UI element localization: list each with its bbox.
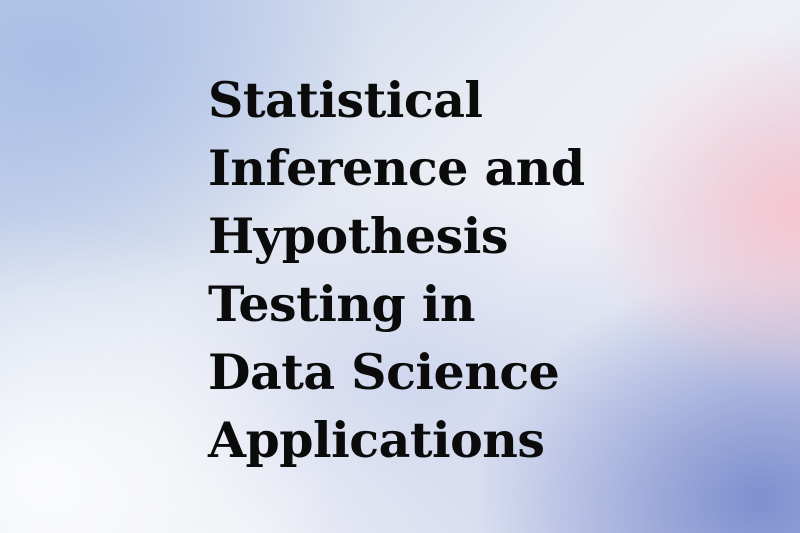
cover-title: Statistical Inference and Hypothesis Tes…: [208, 66, 585, 474]
title-line-6: Applications: [208, 411, 545, 469]
title-line-4: Testing in: [208, 275, 476, 333]
title-line-3: Hypothesis: [208, 207, 508, 265]
title-line-1: Statistical: [208, 71, 483, 129]
title-line-5: Data Science: [208, 343, 560, 401]
title-line-2: Inference and: [208, 139, 585, 197]
